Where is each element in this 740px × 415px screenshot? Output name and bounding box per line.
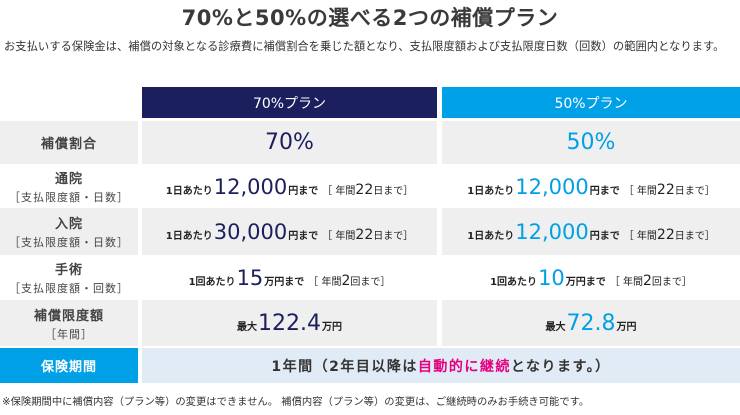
plan70-inpatient: 1日あたり30,000円まで ［ 年間22日まで］ — [165, 219, 414, 244]
plan50-surgery: 1回あたり10万円まで ［ 年間2回まで］ — [490, 265, 692, 290]
limit-row: 補償限度額 ［年間］ 最大122.4万円 最大72.8万円 — [0, 300, 740, 346]
outpatient-row: 通院 ［支払限度額・日数］ 1日あたり12,000円まで ［ 年間22日まで］ 1… — [0, 165, 740, 208]
row-label: 補償限度額 — [33, 308, 104, 324]
plan50-limit: 最大72.8万円 — [545, 310, 637, 336]
row-sublabel: ［支払限度額・日数］ — [9, 236, 129, 249]
auto-renew-highlight: 自動的に継続 — [417, 358, 511, 375]
plan70-rate: 70% — [265, 130, 314, 155]
row-sublabel: ［年間］ — [45, 327, 93, 341]
plan70-header: 70%プラン — [142, 87, 437, 118]
row-sublabel: ［支払限度額・日数］ — [9, 191, 129, 204]
row-label: 通院 — [54, 172, 83, 187]
plan50-outpatient: 1日あたり12,000円まで ［ 年間22日まで］ — [467, 174, 715, 199]
page-title: 70%と50%の選べる2つの補償プラン — [181, 6, 559, 30]
header-row: 70%プラン 50%プラン — [0, 87, 740, 118]
period-row: 保険期間 1年間（2年目以降は自動的に継続となります。） — [0, 348, 740, 383]
plan70-surgery: 1回あたり15万円まで ［ 年間2回まで］ — [188, 265, 391, 290]
rate-row: 補償割合 70% 50% — [0, 121, 740, 164]
plan50-header: 50%プラン — [442, 87, 740, 118]
surgery-row: 手術 ［支払限度額・回数］ 1回あたり15万円まで ［ 年間2回まで］ 1回あたり… — [0, 255, 740, 300]
row-label: 補償割合 — [40, 137, 97, 152]
period-label: 保険期間 — [0, 348, 138, 383]
plan50-inpatient: 1日あたり12,000円まで ［ 年間22日まで］ — [467, 219, 715, 244]
footnote: ※保険期間中に補償内容（プラン等）の変更はできません。 補償内容（プラン等）の変… — [2, 396, 590, 408]
row-label: 入院 — [54, 217, 83, 232]
inpatient-row: 入院 ［支払限度額・日数］ 1日あたり30,000円まで ［ 年間22日まで］ 1… — [0, 208, 740, 255]
plan70-limit: 最大122.4万円 — [237, 310, 342, 336]
plan70-outpatient: 1日あたり12,000円まで ［ 年間22日まで］ — [165, 174, 414, 199]
intro-text: お支払いする保険金は、補償の対象となる診療費に補償割合を乗じた額となり、支払限度… — [4, 40, 725, 53]
period-value: 1年間（2年目以降は自動的に継続となります。） — [142, 348, 740, 383]
row-label: 手術 — [54, 263, 83, 278]
plan50-rate: 50% — [566, 130, 616, 155]
row-sublabel: ［支払限度額・回数］ — [9, 282, 129, 295]
